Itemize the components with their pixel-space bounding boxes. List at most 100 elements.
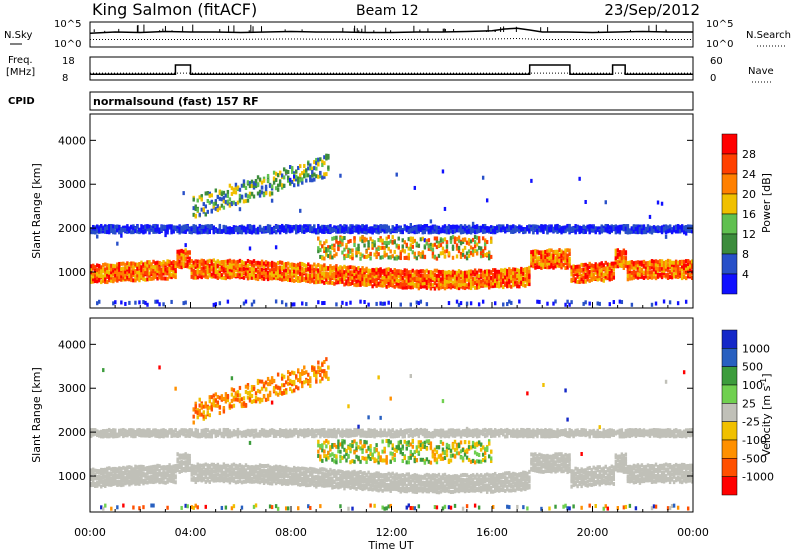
heatmap-cell <box>473 268 477 273</box>
heatmap-cell <box>475 235 479 240</box>
heatmap-cell <box>212 465 216 470</box>
heatmap-cell <box>174 480 177 485</box>
heatmap-cell <box>260 180 264 185</box>
heatmap-cell <box>214 274 218 279</box>
heatmap-cell <box>638 224 642 229</box>
heatmap-cell <box>331 243 334 248</box>
heatmap-cell <box>341 235 344 240</box>
heatmap-cell <box>234 268 238 273</box>
heatmap-cell <box>226 269 230 274</box>
heatmap-cell <box>678 226 682 231</box>
heatmap-cell <box>363 236 366 241</box>
heatmap-cell <box>256 230 260 235</box>
heatmap-cell <box>383 224 386 229</box>
heatmap-cell <box>620 224 624 229</box>
heatmap-cell <box>560 230 563 235</box>
heatmap-cell <box>262 261 266 266</box>
heatmap-cell <box>216 468 220 473</box>
heatmap-cell <box>664 262 668 267</box>
heatmap-cell <box>335 229 338 234</box>
heatmap-cell <box>102 276 105 281</box>
heatmap-cell <box>196 428 199 433</box>
heatmap-cell <box>295 174 298 179</box>
heatmap-cell <box>363 254 366 259</box>
heatmap-cell <box>108 427 111 432</box>
heatmap-cell <box>684 231 688 236</box>
heatmap-cell <box>104 269 107 274</box>
heatmap-cell <box>246 268 250 273</box>
heatmap-cell <box>160 276 163 281</box>
heatmap-cell <box>522 276 525 281</box>
heatmap-cell <box>403 282 406 287</box>
heatmap-cell <box>278 171 282 176</box>
heatmap-cell <box>90 279 93 284</box>
heatmap-cell <box>118 479 121 484</box>
heatmap-cell <box>323 249 326 254</box>
heatmap-cell <box>162 470 165 475</box>
heatmap-cell <box>409 227 412 232</box>
heatmap-cell <box>214 476 218 481</box>
heatmap-cell <box>550 262 553 267</box>
heatmap-cell <box>333 276 336 281</box>
heatmap-cell <box>443 237 447 242</box>
heatmap-cell <box>496 283 499 288</box>
heatmap-cell <box>355 247 358 252</box>
heatmap-cell <box>118 271 121 276</box>
heatmap-cell <box>250 262 254 267</box>
heatmap-cell <box>596 277 599 282</box>
heatmap-cell <box>106 230 109 235</box>
heatmap-cell <box>128 482 131 487</box>
heatmap-cell <box>280 271 284 276</box>
heatmap-cell <box>206 410 209 415</box>
heatmap-cell <box>186 225 189 230</box>
heatmap-cell <box>632 275 636 280</box>
heatmap-cell <box>522 279 525 284</box>
heatmap-cell <box>284 224 288 229</box>
heatmap-cell <box>258 263 262 268</box>
heatmap-cell <box>248 267 252 272</box>
heatmap-cell <box>216 204 220 209</box>
heatmap-cell <box>604 260 607 265</box>
heatmap-cell <box>628 276 632 281</box>
heatmap-cell <box>146 429 149 434</box>
heatmap-cell <box>592 275 595 280</box>
heatmap-cell <box>230 186 234 191</box>
heatmap-cell <box>214 201 218 206</box>
heatmap-cell <box>190 230 193 235</box>
heatmap-cell <box>198 263 201 268</box>
heatmap-cell <box>216 259 220 264</box>
heatmap-cell <box>578 279 581 284</box>
heatmap-cell <box>264 186 268 191</box>
heatmap-cell <box>622 266 626 271</box>
heatmap-cell <box>206 466 209 471</box>
heatmap-cell <box>415 272 419 277</box>
heatmap-cell <box>140 274 143 279</box>
heatmap-cell <box>618 256 622 261</box>
heatmap-cell <box>598 269 601 274</box>
heatmap-cell <box>291 169 294 174</box>
heatmap-cell <box>120 428 123 433</box>
heatmap-cell <box>620 258 624 263</box>
heatmap-cell <box>174 227 177 232</box>
heatmap-cell <box>421 230 425 235</box>
heatmap-cell <box>202 208 205 213</box>
heatmap-cell <box>162 476 165 481</box>
heatmap-cell <box>624 263 628 268</box>
heatmap-cell <box>154 433 157 438</box>
heatmap-cell <box>500 283 503 288</box>
heatmap-cell <box>138 476 141 481</box>
heatmap-cell <box>258 193 262 198</box>
heatmap-cell <box>343 272 346 277</box>
heatmap-cell <box>610 271 613 276</box>
heatmap-cell <box>576 267 579 272</box>
heatmap-cell <box>148 224 151 229</box>
heatmap-cell <box>280 274 284 279</box>
heatmap-cell <box>323 224 326 229</box>
heatmap-cell <box>204 227 207 232</box>
heatmap-cell <box>216 432 220 437</box>
heatmap-cell <box>126 477 129 482</box>
heatmap-cell <box>214 392 218 397</box>
heatmap-cell <box>626 227 630 232</box>
heatmap-cell <box>208 269 211 274</box>
heatmap-cell <box>634 273 638 278</box>
